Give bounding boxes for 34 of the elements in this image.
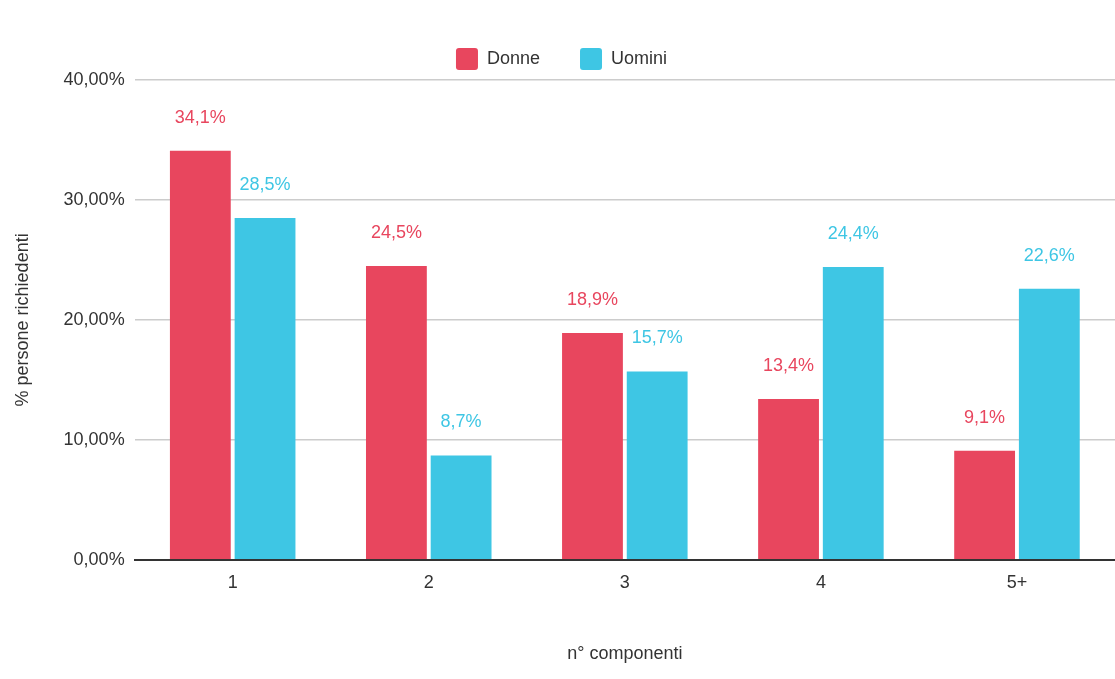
- bar: [758, 399, 819, 560]
- x-tick-label: 3: [619, 571, 630, 592]
- y-tick-label: 30,00%: [63, 188, 125, 209]
- x-tick-label: 5+: [1006, 571, 1028, 592]
- bar: [169, 150, 231, 560]
- legend-label: Donne: [486, 47, 541, 68]
- bar: [822, 267, 884, 560]
- y-tick-label: 0,00%: [73, 548, 125, 569]
- data-label: 24,5%: [370, 221, 422, 242]
- data-label: 28,5%: [239, 173, 291, 194]
- bar: [430, 455, 492, 560]
- bar: [626, 371, 688, 560]
- bar: [1018, 288, 1080, 560]
- bar: [562, 333, 623, 560]
- x-tick-label: 4: [815, 571, 826, 592]
- data-label: 15,7%: [631, 327, 683, 348]
- data-label: 8,7%: [440, 411, 482, 432]
- data-label: 34,1%: [174, 106, 226, 127]
- x-tick-label: 1: [227, 571, 238, 592]
- data-label: 13,4%: [763, 355, 815, 376]
- data-label: 24,4%: [827, 223, 879, 244]
- bar: [365, 265, 427, 560]
- y-axis-title: % persone richiedenti: [11, 233, 32, 407]
- data-label: 22,6%: [1023, 244, 1075, 265]
- y-tick-label: 40,00%: [63, 68, 125, 89]
- x-tick-label: 2: [423, 571, 434, 592]
- data-label: 9,1%: [964, 406, 1006, 427]
- x-axis-title: n° componenti: [567, 643, 683, 664]
- bar: [954, 450, 1016, 560]
- y-tick-label: 20,00%: [63, 308, 125, 329]
- bar: [234, 217, 296, 560]
- legend-label: Uomini: [611, 47, 668, 68]
- data-label: 18,9%: [566, 289, 618, 310]
- y-tick-label: 10,00%: [63, 428, 125, 449]
